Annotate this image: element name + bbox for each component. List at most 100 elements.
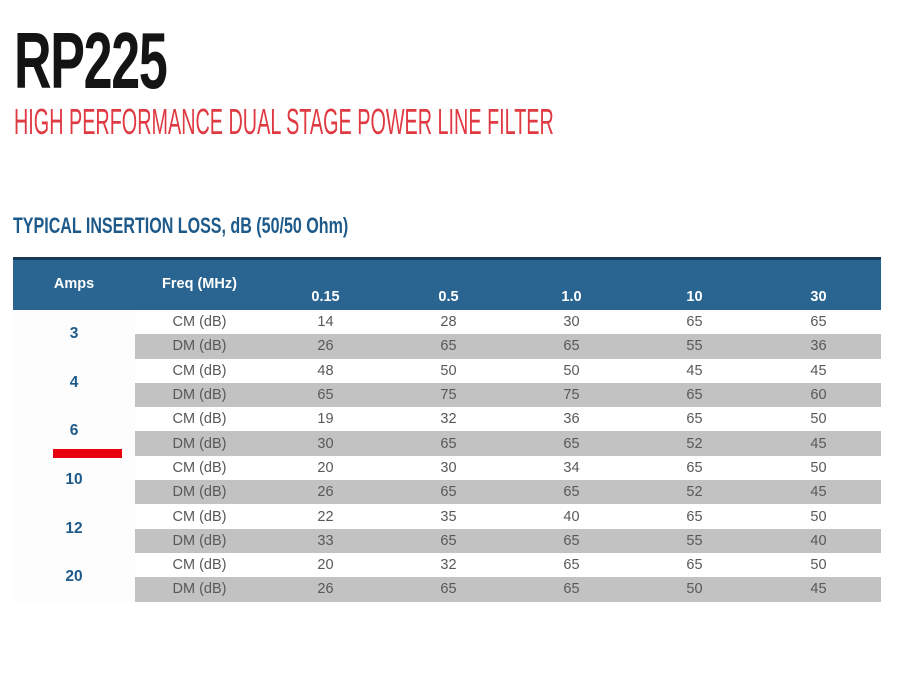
value-cell: 65 — [633, 382, 756, 408]
value-cell: 65 — [756, 310, 881, 335]
table-row-12A-dm: DM (dB) 33 65 65 55 40 — [13, 528, 881, 553]
insertion-loss-table: Amps Freq (MHz) 0.15 0.5 1.0 10 30 3 CM (… — [13, 257, 881, 602]
value-cell: 26 — [264, 480, 387, 505]
value-cell: 45 — [756, 358, 881, 383]
value-cell: 20 — [264, 455, 387, 481]
column-header-freq-1.0: 1.0 — [510, 260, 633, 310]
value-cell: 19 — [264, 407, 387, 432]
row-label-cell: DM (dB) — [135, 528, 264, 553]
table-row-12A-cm: 12 CM (dB) 22 35 40 65 50 — [13, 504, 881, 553]
value-cell: 65 — [633, 455, 756, 481]
value-cell: 36 — [756, 334, 881, 359]
table-top-accent-line — [13, 257, 881, 260]
table-row-10A-dm: DM (dB) 26 65 65 52 45 — [13, 480, 881, 505]
value-cell: 65 — [387, 577, 510, 602]
row-label-cell: CM (dB) — [135, 407, 264, 432]
value-cell: 28 — [387, 310, 510, 335]
table-row-10A-cm: 10 CM (dB) 20 30 34 65 50 — [13, 455, 881, 505]
value-cell: 30 — [264, 431, 387, 456]
value-cell: 55 — [633, 528, 756, 553]
table-header-row: Amps Freq (MHz) 0.15 0.5 1.0 10 30 — [13, 260, 881, 310]
value-cell: 65 — [510, 577, 633, 602]
value-cell: 65 — [633, 504, 756, 529]
table-row-20A-cm: 20 CM (dB) 20 32 65 65 50 — [13, 552, 881, 602]
row-label-cell: DM (dB) — [135, 334, 264, 359]
amps-cell: 10 — [13, 455, 135, 505]
amps-cell: 12 — [13, 504, 135, 553]
value-cell: 75 — [387, 382, 510, 408]
value-cell: 40 — [510, 504, 633, 529]
value-cell: 20 — [264, 552, 387, 578]
row-label-cell: DM (dB) — [135, 382, 264, 408]
column-header-amps: Amps — [13, 260, 135, 310]
row-label-cell: DM (dB) — [135, 480, 264, 505]
amps-cell: 3 — [13, 310, 135, 359]
value-cell: 65 — [633, 552, 756, 578]
value-cell: 34 — [510, 455, 633, 481]
value-cell: 22 — [264, 504, 387, 529]
value-cell: 50 — [756, 552, 881, 578]
value-cell: 33 — [264, 528, 387, 553]
table-row-3A-dm: DM (dB) 26 65 65 55 36 — [13, 334, 881, 359]
value-cell: 52 — [633, 480, 756, 505]
value-cell: 65 — [510, 334, 633, 359]
value-cell: 45 — [756, 577, 881, 602]
value-cell: 50 — [756, 504, 881, 529]
value-cell: 26 — [264, 577, 387, 602]
value-cell: 75 — [510, 382, 633, 408]
section-heading: TYPICAL INSERTION LOSS, dB (50/50 Ohm) — [13, 213, 349, 238]
value-cell: 65 — [387, 334, 510, 359]
value-cell: 32 — [387, 552, 510, 578]
column-header-freq-0.15: 0.15 — [264, 260, 387, 310]
column-header-freq-10: 10 — [633, 260, 756, 310]
table-row-4A-cm: 4 CM (dB) 48 50 50 45 45 — [13, 358, 881, 408]
value-cell: 65 — [510, 431, 633, 456]
value-cell: 50 — [756, 407, 881, 432]
table-row-3A-cm: 3 CM (dB) 14 28 30 65 65 — [13, 310, 881, 359]
value-cell: 60 — [756, 382, 881, 408]
table-row-6A-dm: DM (dB) 30 65 65 52 45 — [13, 431, 881, 456]
value-cell: 65 — [510, 528, 633, 553]
value-cell: 48 — [264, 358, 387, 383]
value-cell: 65 — [633, 407, 756, 432]
value-cell: 40 — [756, 528, 881, 553]
red-highlight-bar — [53, 449, 122, 458]
table-row-20A-dm: DM (dB) 26 65 65 50 45 — [13, 577, 881, 602]
value-cell: 65 — [264, 382, 387, 408]
value-cell: 36 — [510, 407, 633, 432]
product-subtitle: HIGH PERFORMANCE DUAL STAGE POWER LINE F… — [14, 101, 554, 142]
value-cell: 50 — [387, 358, 510, 383]
value-cell: 52 — [633, 431, 756, 456]
value-cell: 50 — [756, 455, 881, 481]
column-header-freq-0.5: 0.5 — [387, 260, 510, 310]
column-header-freq: Freq (MHz) — [135, 260, 264, 310]
value-cell: 45 — [633, 358, 756, 383]
value-cell: 65 — [387, 528, 510, 553]
row-label-cell: CM (dB) — [135, 504, 264, 529]
value-cell: 65 — [510, 480, 633, 505]
amps-cell: 6 — [13, 407, 135, 456]
value-cell: 65 — [387, 480, 510, 505]
amps-cell: 20 — [13, 552, 135, 602]
insertion-loss-data-table: Amps Freq (MHz) 0.15 0.5 1.0 10 30 3 CM (… — [13, 260, 881, 602]
row-label-cell: DM (dB) — [135, 577, 264, 602]
value-cell: 65 — [510, 552, 633, 578]
value-cell: 32 — [387, 407, 510, 432]
product-title: RP225 — [14, 16, 168, 105]
value-cell: 26 — [264, 334, 387, 359]
value-cell: 50 — [633, 577, 756, 602]
value-cell: 30 — [387, 455, 510, 481]
row-label-cell: CM (dB) — [135, 552, 264, 578]
row-label-cell: DM (dB) — [135, 431, 264, 456]
value-cell: 14 — [264, 310, 387, 335]
value-cell: 65 — [633, 310, 756, 335]
table-row-6A-cm: 6 CM (dB) 19 32 36 65 50 — [13, 407, 881, 456]
value-cell: 45 — [756, 431, 881, 456]
value-cell: 30 — [510, 310, 633, 335]
value-cell: 45 — [756, 480, 881, 505]
row-label-cell: CM (dB) — [135, 310, 264, 335]
row-label-cell: CM (dB) — [135, 455, 264, 481]
row-label-cell: CM (dB) — [135, 358, 264, 383]
value-cell: 35 — [387, 504, 510, 529]
